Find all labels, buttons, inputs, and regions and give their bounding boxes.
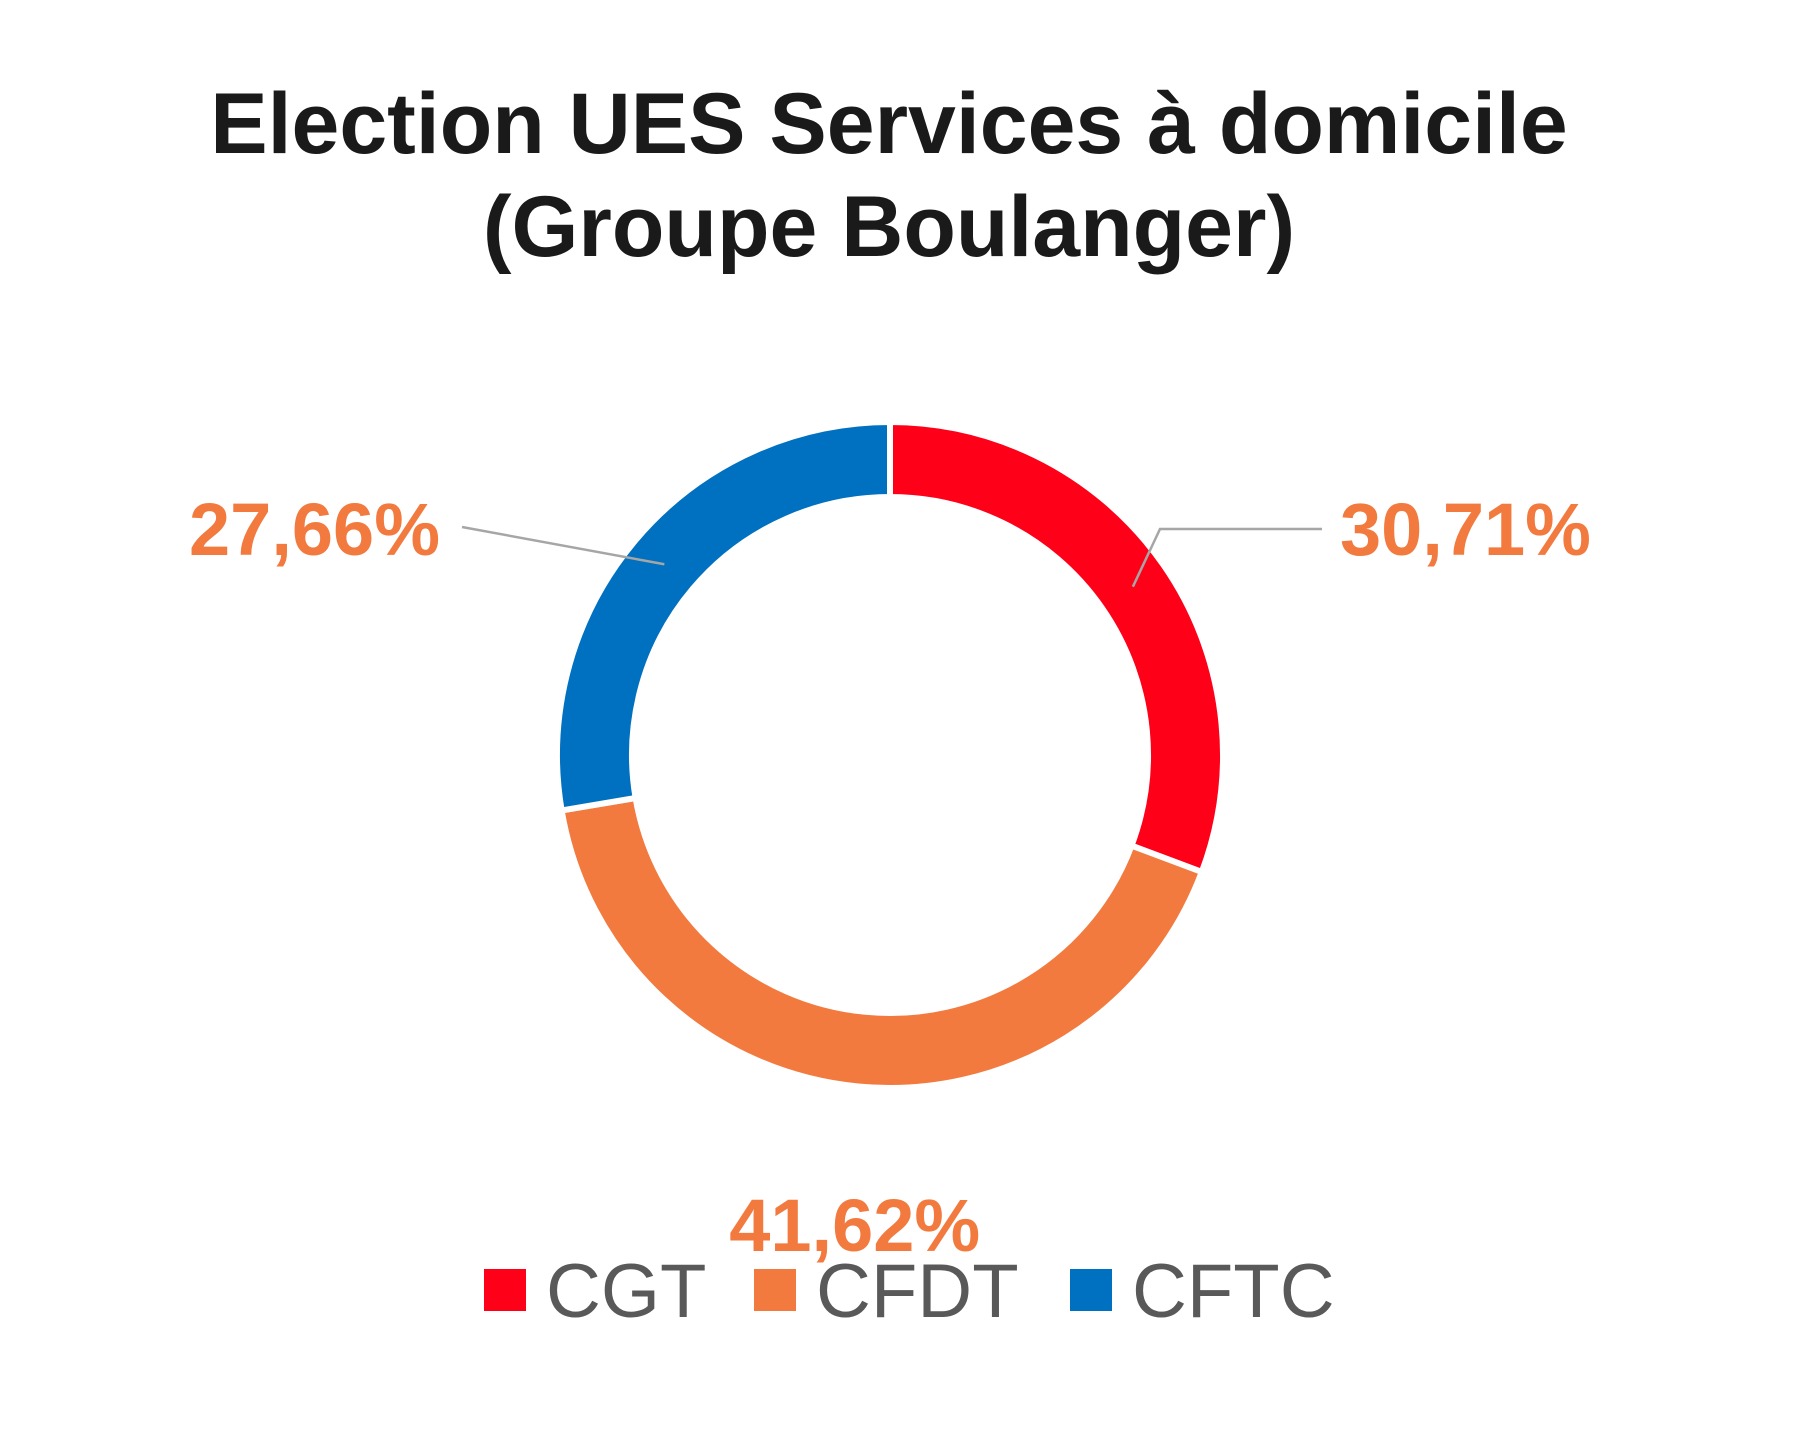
slice-cftc [554, 418, 893, 814]
legend-label-cftc: CFTC [1132, 1249, 1335, 1334]
leader-line-cftc [461, 525, 665, 566]
slice-cgt [887, 418, 1227, 876]
data-labels: 30,71% 41,62% 27,66% [189, 488, 1591, 1267]
legend-label-cgt: CGT [546, 1249, 706, 1334]
leader-line-cgt [1131, 527, 1322, 588]
chart-title-line-2: (Groupe Boulanger) [483, 179, 1295, 275]
leader-lines [461, 525, 1322, 588]
data-label-cgt: 30,71% [1340, 488, 1591, 571]
legend-label-cfdt: CFDT [816, 1249, 1019, 1334]
chart-title-line-1: Election UES Services à domicile [210, 76, 1567, 172]
legend-swatch-cftc [1070, 1269, 1112, 1311]
legend-swatch-cgt [484, 1269, 526, 1311]
donut-slices [554, 418, 1227, 1092]
legend: CGT CFDT CFTC [484, 1249, 1335, 1334]
data-label-cfdt: 41,62% [729, 1184, 980, 1267]
legend-swatch-cfdt [754, 1269, 796, 1311]
slice-cfdt [558, 794, 1206, 1092]
data-label-cftc: 27,66% [189, 488, 440, 571]
